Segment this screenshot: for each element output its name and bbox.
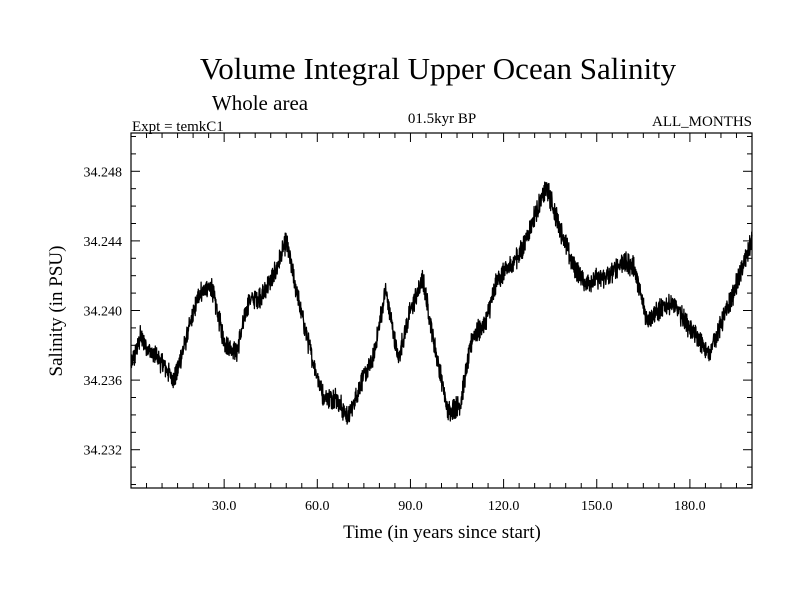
- chart-title: Volume Integral Upper Ocean Salinity: [200, 51, 677, 86]
- x-axis-label: Time (in years since start): [343, 522, 541, 543]
- chart-subtitle: Whole area: [212, 91, 309, 115]
- x-tick-label: 30.0: [212, 499, 237, 514]
- period-label: 01.5kyr BP: [408, 111, 476, 127]
- data-layer: [130, 181, 753, 425]
- y-tick-label: 34.236: [84, 374, 123, 389]
- axes-layer: 30.0 60.0 90.0 120.0 150.0 180.0 34.232 34.236 3…: [84, 133, 752, 514]
- y-axis-label: Salinity (in PSU): [46, 246, 67, 377]
- x-tick-label: 180.0: [674, 499, 706, 514]
- plot-frame: [130, 132, 753, 489]
- x-tick-label: 120.0: [488, 499, 520, 514]
- y-tick-label: 34.248: [84, 165, 123, 180]
- experiment-label: Expt = temkC1: [132, 119, 224, 135]
- y-tick-label: 34.240: [84, 305, 123, 320]
- x-tick-label: 90.0: [398, 499, 423, 514]
- x-tick-label: 60.0: [305, 499, 330, 514]
- y-tick-label: 34.244: [84, 235, 123, 250]
- x-tick-label: 150.0: [581, 499, 613, 514]
- y-tick-label: 34.232: [84, 444, 123, 459]
- salinity-series-line: [130, 181, 753, 425]
- months-label: ALL_MONTHS: [652, 114, 752, 130]
